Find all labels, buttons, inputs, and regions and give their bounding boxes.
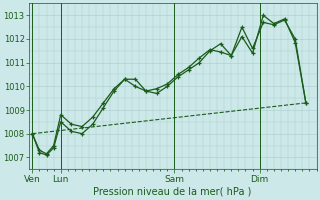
X-axis label: Pression niveau de la mer( hPa ): Pression niveau de la mer( hPa ): [93, 187, 252, 197]
